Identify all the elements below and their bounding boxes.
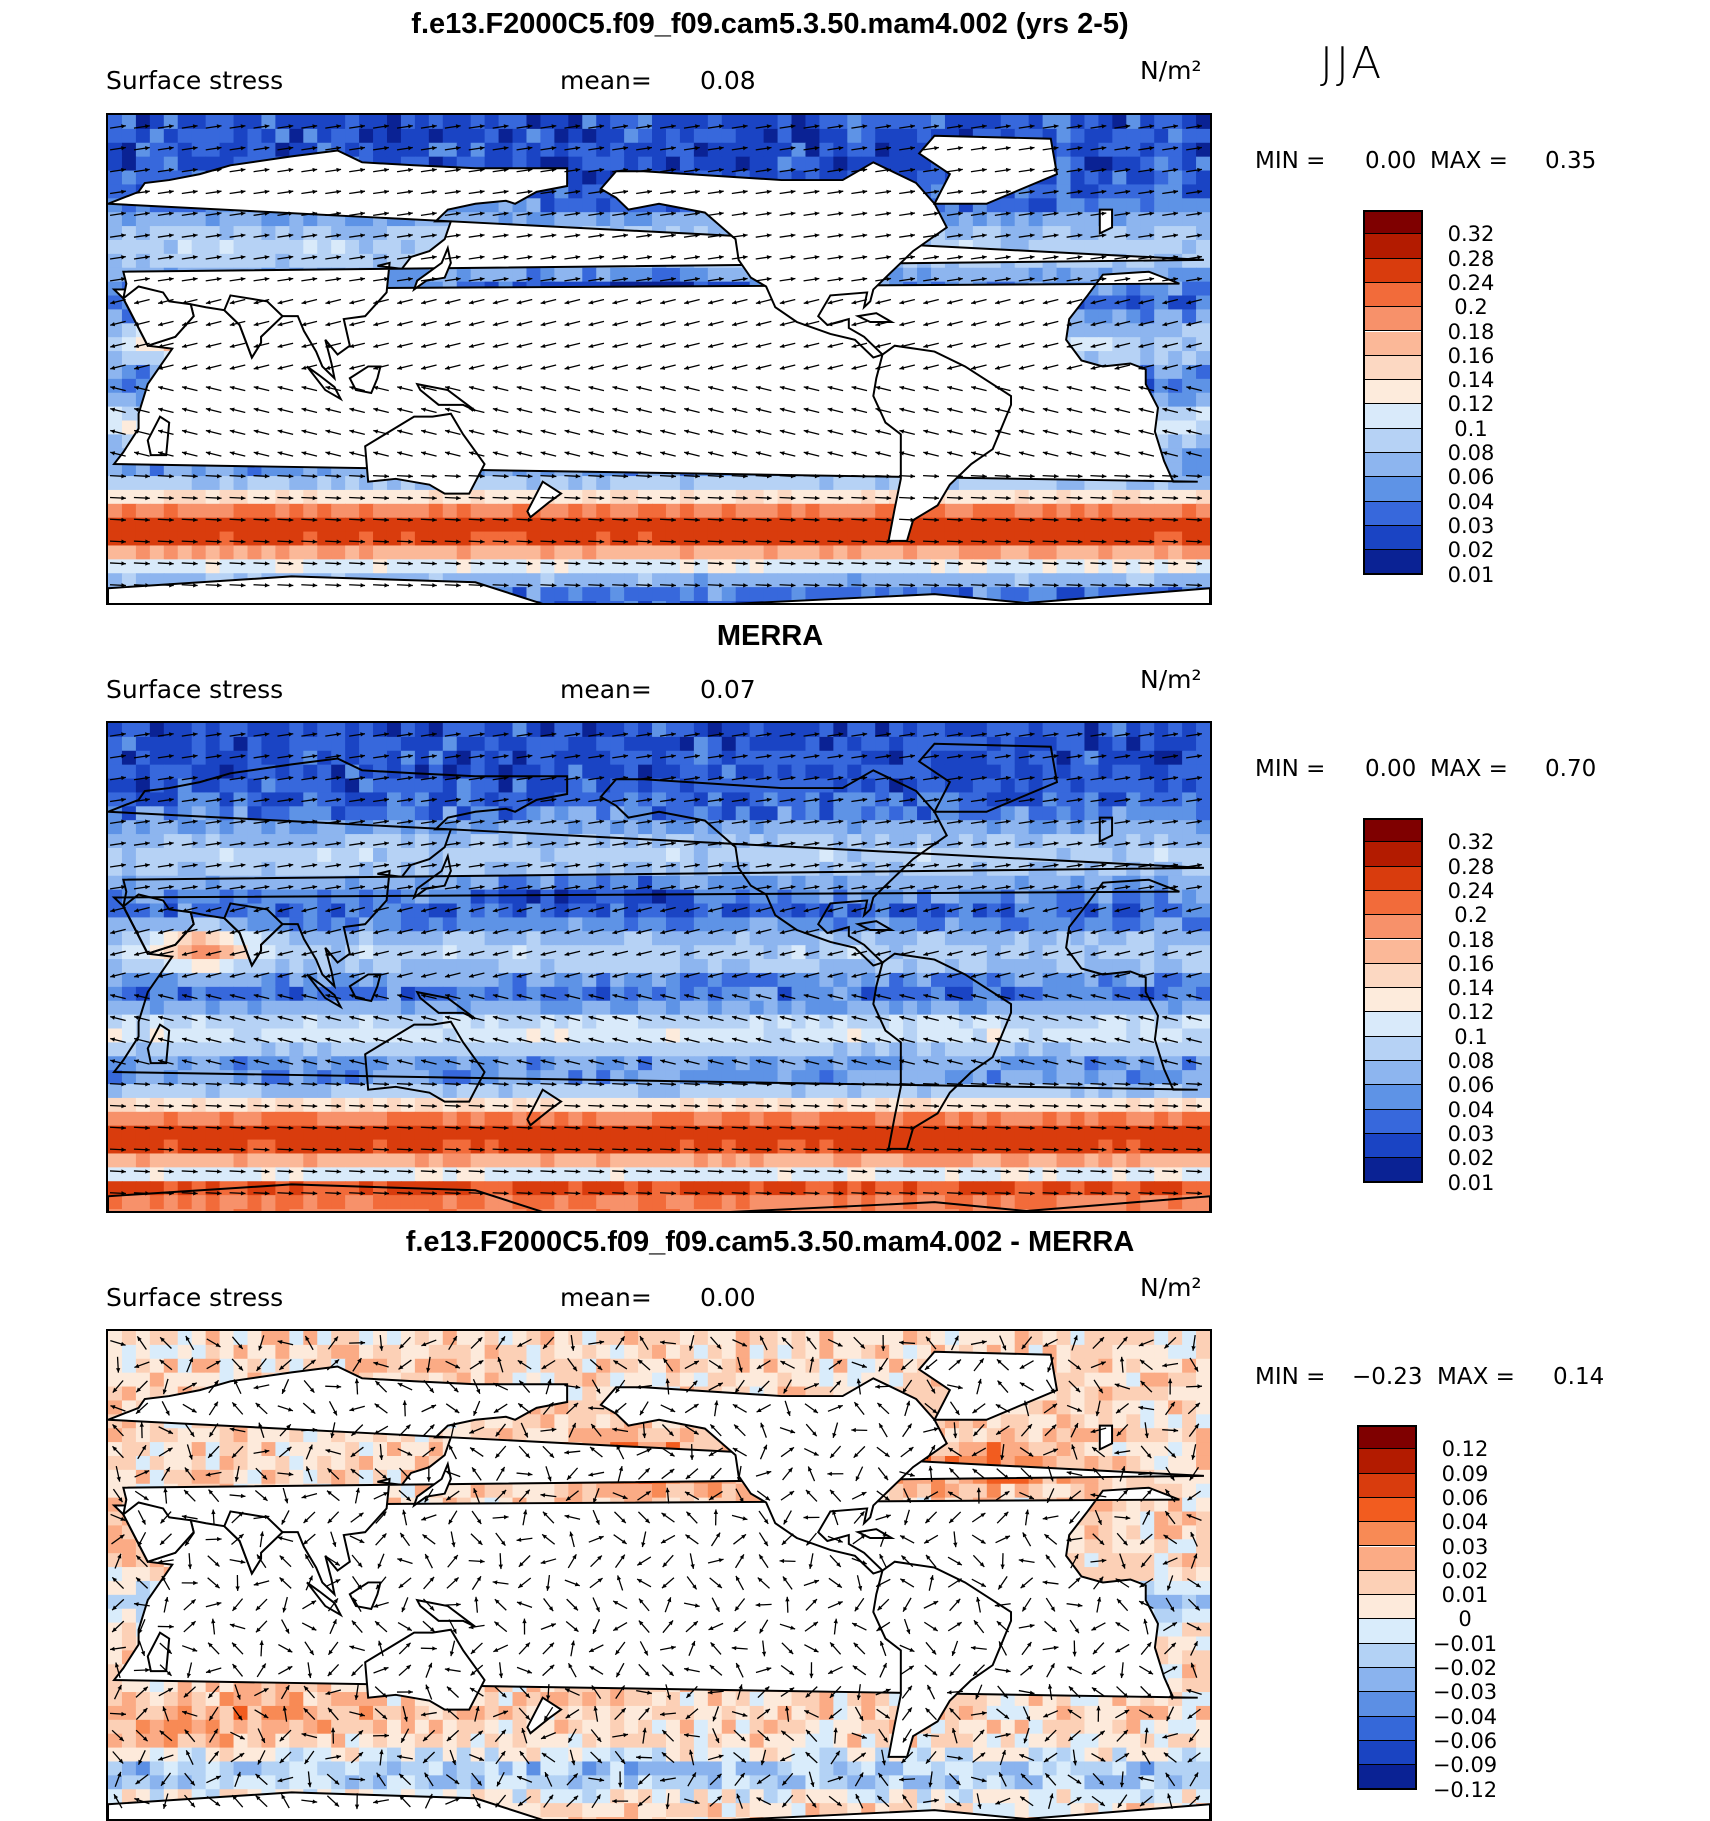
colorbar-tick-label: 0.01 [1425, 1584, 1505, 1606]
colorbar-tick-label: 0.01 [1431, 564, 1511, 586]
mean-label: mean= [560, 675, 652, 704]
colorbar-tick-label: 0.06 [1431, 1074, 1511, 1096]
max-value: 0.70 [1545, 756, 1596, 782]
colorbar-tick-label: 0.1 [1431, 1026, 1511, 1048]
colorbar-tick-label: −0.02 [1425, 1657, 1505, 1679]
colorbar-tick-label: 0.12 [1431, 393, 1511, 415]
colorbar-tick-label: 0.24 [1431, 272, 1511, 294]
colorbar-tick-label: 0.03 [1431, 1123, 1511, 1145]
colorbar-tick-label: 0.09 [1425, 1463, 1505, 1485]
colorbar-frame [1357, 1425, 1417, 1790]
colorbar-tick-label: 0.12 [1431, 1001, 1511, 1023]
map-model [106, 113, 1212, 605]
max-value: 0.35 [1545, 148, 1596, 174]
colorbar-tick-label: 0.16 [1431, 953, 1511, 975]
colorbar-tick-label: 0.18 [1431, 321, 1511, 343]
colorbar-tick-label: 0.08 [1431, 1050, 1511, 1072]
mean-label: mean= [560, 1283, 652, 1312]
colorbar-tick-label: −0.04 [1425, 1706, 1505, 1728]
colorbar-tick-label: 0.06 [1431, 466, 1511, 488]
colorbar-tick-label: 0.16 [1431, 345, 1511, 367]
max-value: 0.14 [1553, 1364, 1604, 1390]
colorbar-tick-label: 0.14 [1431, 977, 1511, 999]
colorbar-tick-label: −0.01 [1425, 1633, 1505, 1655]
map-diff [106, 1329, 1212, 1821]
mean-value: 0.00 [700, 1283, 756, 1312]
units-label: N/m² [1140, 665, 1202, 694]
stress-field [108, 723, 1210, 1211]
colorbar-tick-label: −0.03 [1425, 1681, 1505, 1703]
colorbar-tick-label: 0.06 [1425, 1487, 1505, 1509]
panel-title: f.e13.F2000C5.f09_f09.cam5.3.50.mam4.002… [0, 8, 1540, 41]
colorbar-tick-label: 0.03 [1431, 515, 1511, 537]
min-value: 0.00 [1365, 148, 1416, 174]
mean-value: 0.07 [700, 675, 756, 704]
season-label: JJA [1320, 38, 1384, 89]
max-label: MAX = [1430, 148, 1508, 174]
colorbar-tick-label: 0.14 [1431, 369, 1511, 391]
colorbar-tick-label: 0.1 [1431, 418, 1511, 440]
panel-title: MERRA [0, 620, 1540, 653]
colorbar-tick-label: 0.01 [1431, 1172, 1511, 1194]
max-label: MAX = [1430, 756, 1508, 782]
colorbar-tick-label: 0.32 [1431, 831, 1511, 853]
colorbar-tick-label: −0.06 [1425, 1730, 1505, 1752]
variable-label: Surface stress [106, 675, 283, 704]
colorbar-tick-label: 0.28 [1431, 248, 1511, 270]
colorbar-frame [1363, 818, 1423, 1183]
colorbar-tick-label: 0.03 [1425, 1536, 1505, 1558]
colorbar-frame [1363, 210, 1423, 575]
mean-label: mean= [560, 66, 652, 95]
units-label: N/m² [1140, 56, 1202, 85]
min-label: MIN = [1255, 1364, 1325, 1390]
colorbar-tick-label: 0.24 [1431, 880, 1511, 902]
colorbar-tick-label: 0.2 [1431, 904, 1511, 926]
colorbar-tick-label: 0.12 [1425, 1438, 1505, 1460]
colorbar-tick-label: 0.04 [1431, 1099, 1511, 1121]
min-label: MIN = [1255, 148, 1325, 174]
colorbar-tick-label: 0.08 [1431, 442, 1511, 464]
min-value: −0.23 [1352, 1364, 1422, 1390]
map-merra [106, 721, 1212, 1213]
colorbar-tick-label: 0.02 [1431, 539, 1511, 561]
colorbar-tick-label: 0.04 [1431, 491, 1511, 513]
colorbar-tick-label: 0.2 [1431, 296, 1511, 318]
colorbar-tick-label: 0.28 [1431, 856, 1511, 878]
colorbar-tick-label: 0.32 [1431, 223, 1511, 245]
colorbar-tick-label: 0.18 [1431, 929, 1511, 951]
colorbar-tick-label: 0.02 [1431, 1147, 1511, 1169]
colorbar-tick-label: 0.04 [1425, 1511, 1505, 1533]
colorbar-tick-label: 0 [1425, 1608, 1505, 1630]
colorbar-tick-label: −0.09 [1425, 1754, 1505, 1776]
variable-label: Surface stress [106, 66, 283, 95]
variable-label: Surface stress [106, 1283, 283, 1312]
max-label: MAX = [1437, 1364, 1515, 1390]
units-label: N/m² [1140, 1273, 1202, 1302]
colorbar-tick-label: −0.12 [1425, 1779, 1505, 1801]
panel-title: f.e13.F2000C5.f09_f09.cam5.3.50.mam4.002… [0, 1226, 1540, 1259]
min-value: 0.00 [1365, 756, 1416, 782]
colorbar-tick-label: 0.02 [1425, 1560, 1505, 1582]
mean-value: 0.08 [700, 66, 756, 95]
min-label: MIN = [1255, 756, 1325, 782]
